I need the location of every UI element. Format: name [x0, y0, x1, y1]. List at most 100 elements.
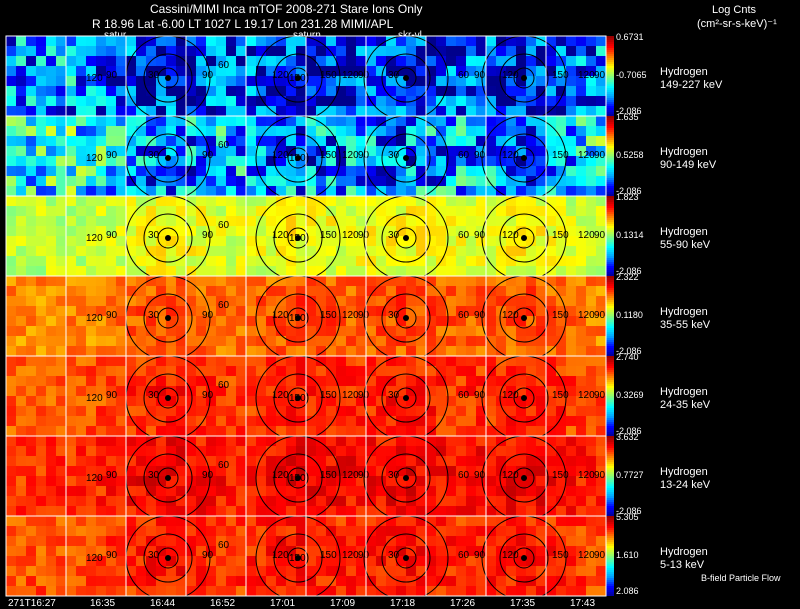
heatmap-cell — [326, 266, 336, 276]
heatmap-cell — [36, 376, 46, 386]
heatmap-cell — [586, 96, 596, 106]
heatmap-cell — [516, 586, 526, 596]
heatmap-cell — [416, 156, 426, 166]
heatmap-cell — [356, 476, 366, 486]
colorbar-segment — [606, 274, 614, 276]
heatmap-cell — [246, 216, 256, 226]
heatmap-cell — [316, 446, 326, 456]
heatmap-cell — [116, 106, 126, 116]
heatmap-cell — [416, 526, 426, 536]
heatmap-cell — [126, 236, 136, 246]
heatmap-cell — [206, 306, 216, 316]
heatmap-cell — [126, 146, 136, 156]
heatmap-cell — [476, 76, 486, 86]
heatmap-cell — [496, 486, 506, 496]
heatmap-cell — [326, 486, 336, 496]
heatmap-cell — [66, 76, 76, 86]
heatmap-cell — [546, 376, 556, 386]
heatmap-cell — [26, 246, 36, 256]
heatmap-cell — [386, 86, 396, 96]
heatmap-cell — [466, 386, 476, 396]
heatmap-cell — [266, 416, 276, 426]
heatmap-cell — [306, 196, 316, 206]
heatmap-cell — [46, 176, 56, 186]
heatmap-cell — [26, 486, 36, 496]
heatmap-cell — [76, 506, 86, 516]
colorbar-segment — [606, 334, 614, 336]
heatmap-cell — [566, 416, 576, 426]
heatmap-cell — [166, 176, 176, 186]
heatmap-cell — [106, 506, 116, 516]
heatmap-cell — [416, 236, 426, 246]
heatmap-cell — [556, 146, 566, 156]
heatmap-cell — [426, 486, 436, 496]
heatmap-cell — [346, 436, 356, 446]
colorbar-segment — [606, 418, 614, 420]
heatmap-cell — [546, 76, 556, 86]
heatmap-cell — [576, 316, 586, 326]
heatmap-cell — [516, 46, 526, 56]
contour-label: 90 — [358, 150, 370, 161]
heatmap-cell — [436, 536, 446, 546]
contour-line — [157, 387, 179, 409]
colorbar-segment — [606, 498, 614, 500]
contour-label: 60 — [218, 60, 230, 71]
heatmap-cell — [396, 236, 406, 246]
heatmap-cell — [266, 386, 276, 396]
heatmap-cell — [506, 156, 516, 166]
heatmap-cell — [226, 456, 236, 466]
heatmap-cell — [456, 546, 466, 556]
colorbar-segment — [606, 238, 614, 240]
heatmap-cell — [436, 326, 446, 336]
heatmap-cell — [396, 136, 406, 146]
heatmap-cell — [86, 416, 96, 426]
heatmap-cell — [556, 586, 566, 596]
heatmap-cell — [196, 456, 206, 466]
heatmap-cell — [526, 186, 536, 196]
heatmap-cell — [46, 576, 56, 586]
heatmap-cell — [586, 156, 596, 166]
heatmap-cell — [516, 386, 526, 396]
heatmap-panel — [6, 516, 606, 596]
heatmap-cell — [346, 66, 356, 76]
heatmap-cell — [536, 306, 546, 316]
heatmap-cell — [96, 366, 106, 376]
heatmap-cell — [326, 46, 336, 56]
heatmap-cell — [6, 116, 16, 126]
heatmap-cell — [66, 46, 76, 56]
heatmap-cell — [136, 386, 146, 396]
heatmap-cell — [356, 426, 366, 436]
sun-marker — [521, 235, 527, 241]
heatmap-cell — [556, 206, 566, 216]
heatmap-cell — [26, 346, 36, 356]
heatmap-cell — [226, 376, 236, 386]
heatmap-cell — [516, 296, 526, 306]
heatmap-cell — [536, 286, 546, 296]
heatmap-cell — [296, 556, 306, 566]
heatmap-cell — [46, 306, 56, 316]
heatmap-cell — [46, 346, 56, 356]
heatmap-cell — [426, 306, 436, 316]
heatmap-cell — [416, 166, 426, 176]
heatmap-cell — [466, 466, 476, 476]
heatmap-cell — [496, 316, 506, 326]
heatmap-cell — [156, 516, 166, 526]
heatmap-cell — [106, 186, 116, 196]
heatmap-cell — [426, 216, 436, 226]
heatmap-cell — [116, 276, 126, 286]
heatmap-cell — [36, 56, 46, 66]
heatmap-cell — [496, 336, 506, 346]
heatmap-cell — [126, 496, 136, 506]
heatmap-cell — [406, 396, 416, 406]
heatmap-cell — [486, 166, 496, 176]
heatmap-cell — [356, 536, 366, 546]
heatmap-cell — [546, 56, 556, 66]
heatmap-cell — [576, 416, 586, 426]
heatmap-cell — [396, 126, 406, 136]
heatmap-cell — [266, 466, 276, 476]
heatmap-cell — [526, 586, 536, 596]
heatmap-cell — [426, 276, 436, 286]
heatmap-cell — [176, 586, 186, 596]
heatmap-cell — [206, 546, 216, 556]
heatmap-cell — [416, 246, 426, 256]
